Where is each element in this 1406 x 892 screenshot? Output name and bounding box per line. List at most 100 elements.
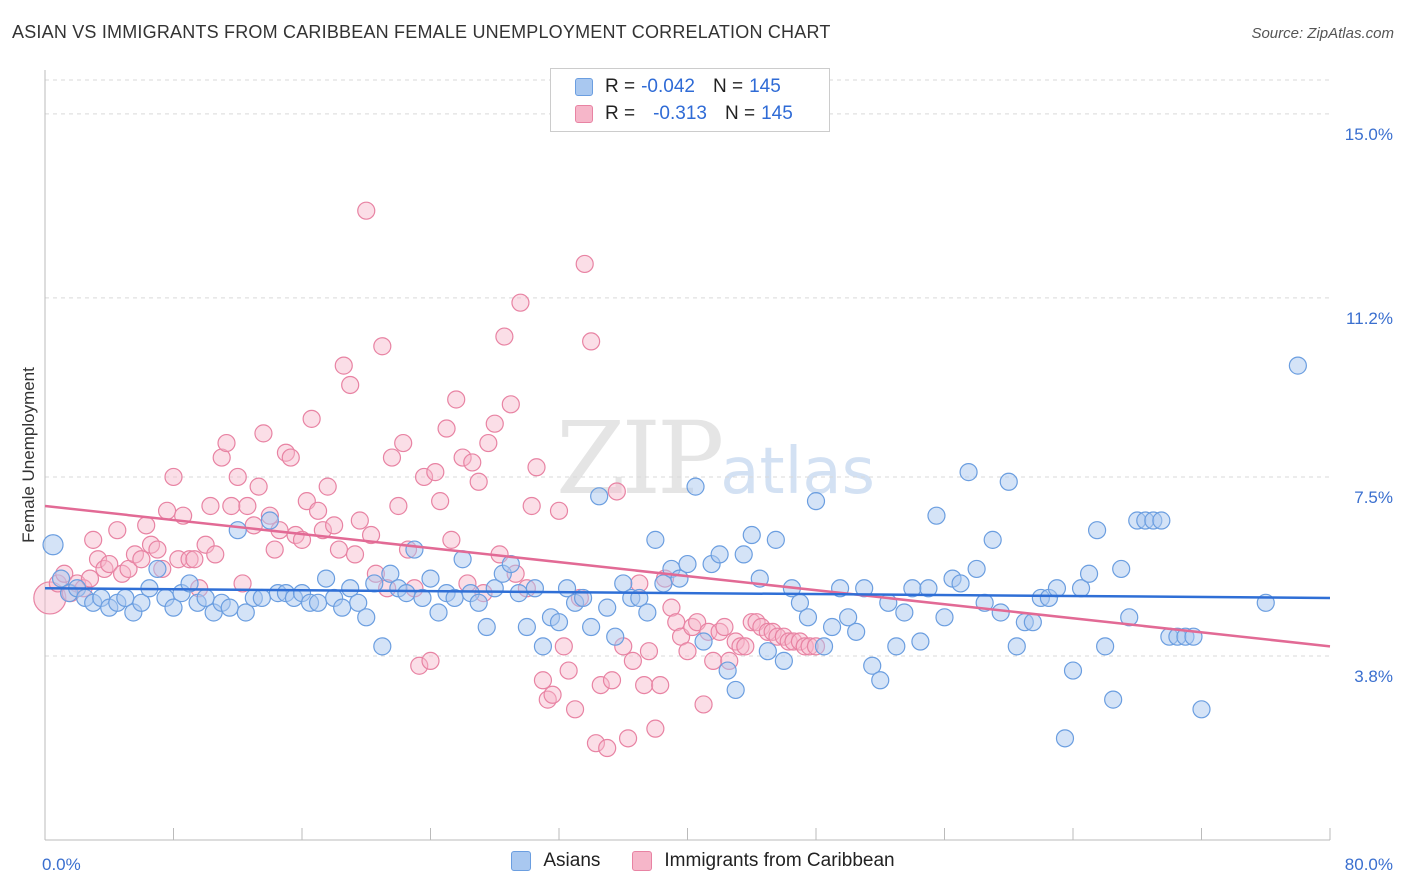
series-legend: Asians Immigrants from Caribbean	[0, 850, 1406, 872]
caribbean-point	[201, 496, 220, 516]
legend-item-asians[interactable]: Asians	[511, 850, 600, 872]
correlation-legend: R = -0.042 N = 145 R = -0.313 N = 145	[550, 68, 830, 132]
asians-point	[1112, 559, 1131, 579]
caribbean-point	[341, 375, 360, 395]
caribbean-legend-swatch	[632, 851, 653, 871]
asians-point	[533, 637, 553, 656]
caribbean-point	[543, 685, 562, 704]
caribbean-point	[485, 414, 504, 433]
caribbean-point	[244, 516, 263, 535]
asians-legend-swatch	[511, 851, 532, 871]
caribbean-point	[157, 501, 177, 520]
x-tick-label: 80.0%	[1345, 855, 1393, 874]
asians-point	[582, 617, 601, 637]
asians-point	[959, 463, 978, 482]
caribbean-point	[527, 458, 546, 477]
caribbean-point	[254, 424, 273, 443]
asians-point	[895, 603, 914, 622]
asians-point	[967, 559, 986, 579]
caribbean-point	[495, 327, 514, 346]
n-label: N =	[724, 103, 756, 124]
asians-point	[316, 569, 336, 588]
asians-point	[405, 540, 424, 559]
x-tick-label: 0.0%	[42, 855, 81, 874]
caribbean-point	[212, 448, 231, 467]
asians-point	[871, 671, 890, 690]
asians-point	[598, 598, 617, 617]
caribbean-point	[742, 613, 761, 632]
legend-item-caribbean[interactable]: Immigrants from Caribbean	[632, 850, 895, 872]
caribbean-point	[662, 598, 681, 617]
caribbean-point	[361, 525, 381, 545]
asians-point	[1288, 356, 1307, 375]
asians-point	[477, 617, 496, 637]
asians-point	[260, 511, 279, 530]
caribbean-point	[731, 637, 750, 656]
asians-point	[935, 608, 954, 627]
y-tick-label: 11.2%	[1346, 309, 1393, 328]
series-caribbean-points	[33, 201, 826, 758]
asians-point	[1007, 637, 1026, 656]
asians-point	[1152, 511, 1171, 530]
asians-point	[911, 632, 930, 651]
asians-point	[341, 579, 360, 598]
n-value: 145	[749, 76, 781, 97]
asians-point	[429, 603, 448, 622]
r-value: -0.313	[653, 103, 707, 124]
asians-point	[1104, 690, 1123, 709]
caribbean-point	[736, 637, 755, 656]
caribbean-point	[313, 521, 332, 540]
asians-point	[991, 603, 1010, 622]
caribbean-point	[228, 467, 247, 487]
y-tick-label: 7.5%	[1354, 488, 1393, 507]
caribbean-point	[357, 201, 376, 220]
caribbean-point	[249, 477, 268, 496]
caribbean-point	[554, 637, 573, 656]
caribbean-point	[217, 433, 236, 453]
asians-point	[397, 584, 416, 603]
asians-point	[148, 559, 167, 579]
asians-point	[349, 593, 368, 612]
asians-point	[999, 472, 1018, 491]
caribbean-point	[180, 550, 199, 569]
caribbean-point	[646, 719, 665, 738]
asians-point	[774, 651, 793, 670]
asians-point	[308, 593, 328, 612]
caribbean-point	[618, 729, 638, 748]
caribbean-point	[591, 675, 610, 695]
caribbean-point	[222, 496, 241, 516]
caribbean-point	[479, 433, 498, 453]
caribbean-point	[549, 501, 569, 520]
asians-point	[927, 506, 946, 525]
legend-row-caribbean: R = -0.313 N = 145	[575, 101, 793, 127]
asians-point	[357, 608, 376, 627]
caribbean-point	[137, 516, 156, 535]
caribbean-point	[501, 395, 520, 414]
caribbean-point	[196, 535, 215, 554]
asians-point	[421, 569, 440, 588]
asians-point	[686, 477, 705, 496]
caribbean-point	[382, 448, 402, 467]
watermark: ZIPatlas	[556, 400, 875, 517]
asians-point	[590, 487, 609, 506]
asians-point	[525, 579, 545, 598]
asians-point	[252, 588, 271, 608]
legend-label-asians: Asians	[543, 850, 601, 871]
caribbean-point	[84, 530, 103, 549]
y-axis-label: Female Unemployment	[19, 367, 38, 543]
caribbean-point	[334, 356, 353, 375]
asians-point	[758, 642, 777, 661]
asians-point	[228, 521, 247, 540]
asians-point	[365, 574, 384, 593]
asians-point	[734, 545, 753, 564]
asians-point	[549, 613, 569, 632]
caribbean-point	[302, 409, 321, 428]
asians-point	[726, 680, 745, 700]
caribbean-point	[164, 467, 183, 487]
asians-point	[951, 574, 970, 593]
asians-point	[517, 617, 536, 637]
r-label: R =	[605, 76, 636, 97]
asians-point	[798, 608, 818, 627]
asians-point	[1063, 661, 1083, 680]
